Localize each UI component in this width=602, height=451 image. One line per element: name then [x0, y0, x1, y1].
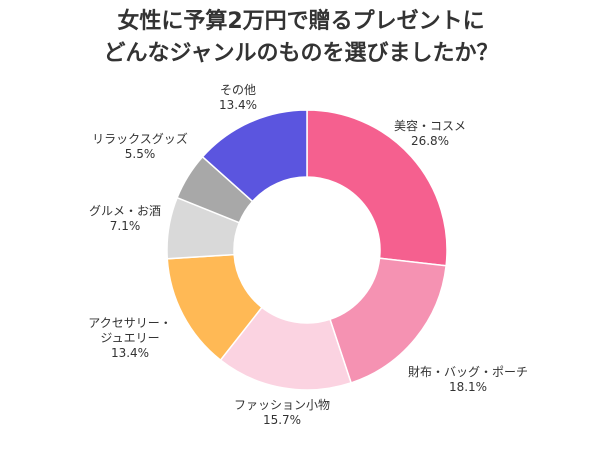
slice-value-label: 13.4% — [111, 346, 149, 360]
slice-value-label: 13.4% — [219, 98, 257, 112]
donut-slices — [166, 109, 448, 391]
slice-1 — [329, 257, 447, 384]
slice-value-label: 5.5% — [125, 147, 156, 161]
slice-name-label: リラックスグッズ — [92, 131, 188, 146]
slice-value-label: 7.1% — [110, 219, 141, 233]
slice-name-label: アクセサリー・ — [88, 316, 171, 330]
slice-value-label: 26.8% — [411, 134, 449, 148]
slice-name-label: グルメ・お酒 — [89, 204, 161, 218]
slice-name-label: その他 — [220, 83, 256, 97]
slice-name-label: ファッション小物 — [234, 398, 330, 412]
slice-value-label: 15.7% — [263, 413, 301, 427]
slice-0 — [306, 109, 448, 267]
chart-title-line-2: どんなジャンルのものを選びましたか？ — [104, 41, 499, 66]
slice-name-label: 美容・コスメ — [394, 118, 466, 133]
slice-6 — [201, 109, 308, 203]
slice-name-label: ジュエリー — [100, 331, 159, 345]
slice-value-label: 18.1% — [449, 380, 487, 394]
chart-title-line-1: 女性に予算2万円で贈るプレゼントに — [117, 8, 484, 34]
slice-name-label: 財布・バッグ・ポーチ — [408, 364, 528, 379]
